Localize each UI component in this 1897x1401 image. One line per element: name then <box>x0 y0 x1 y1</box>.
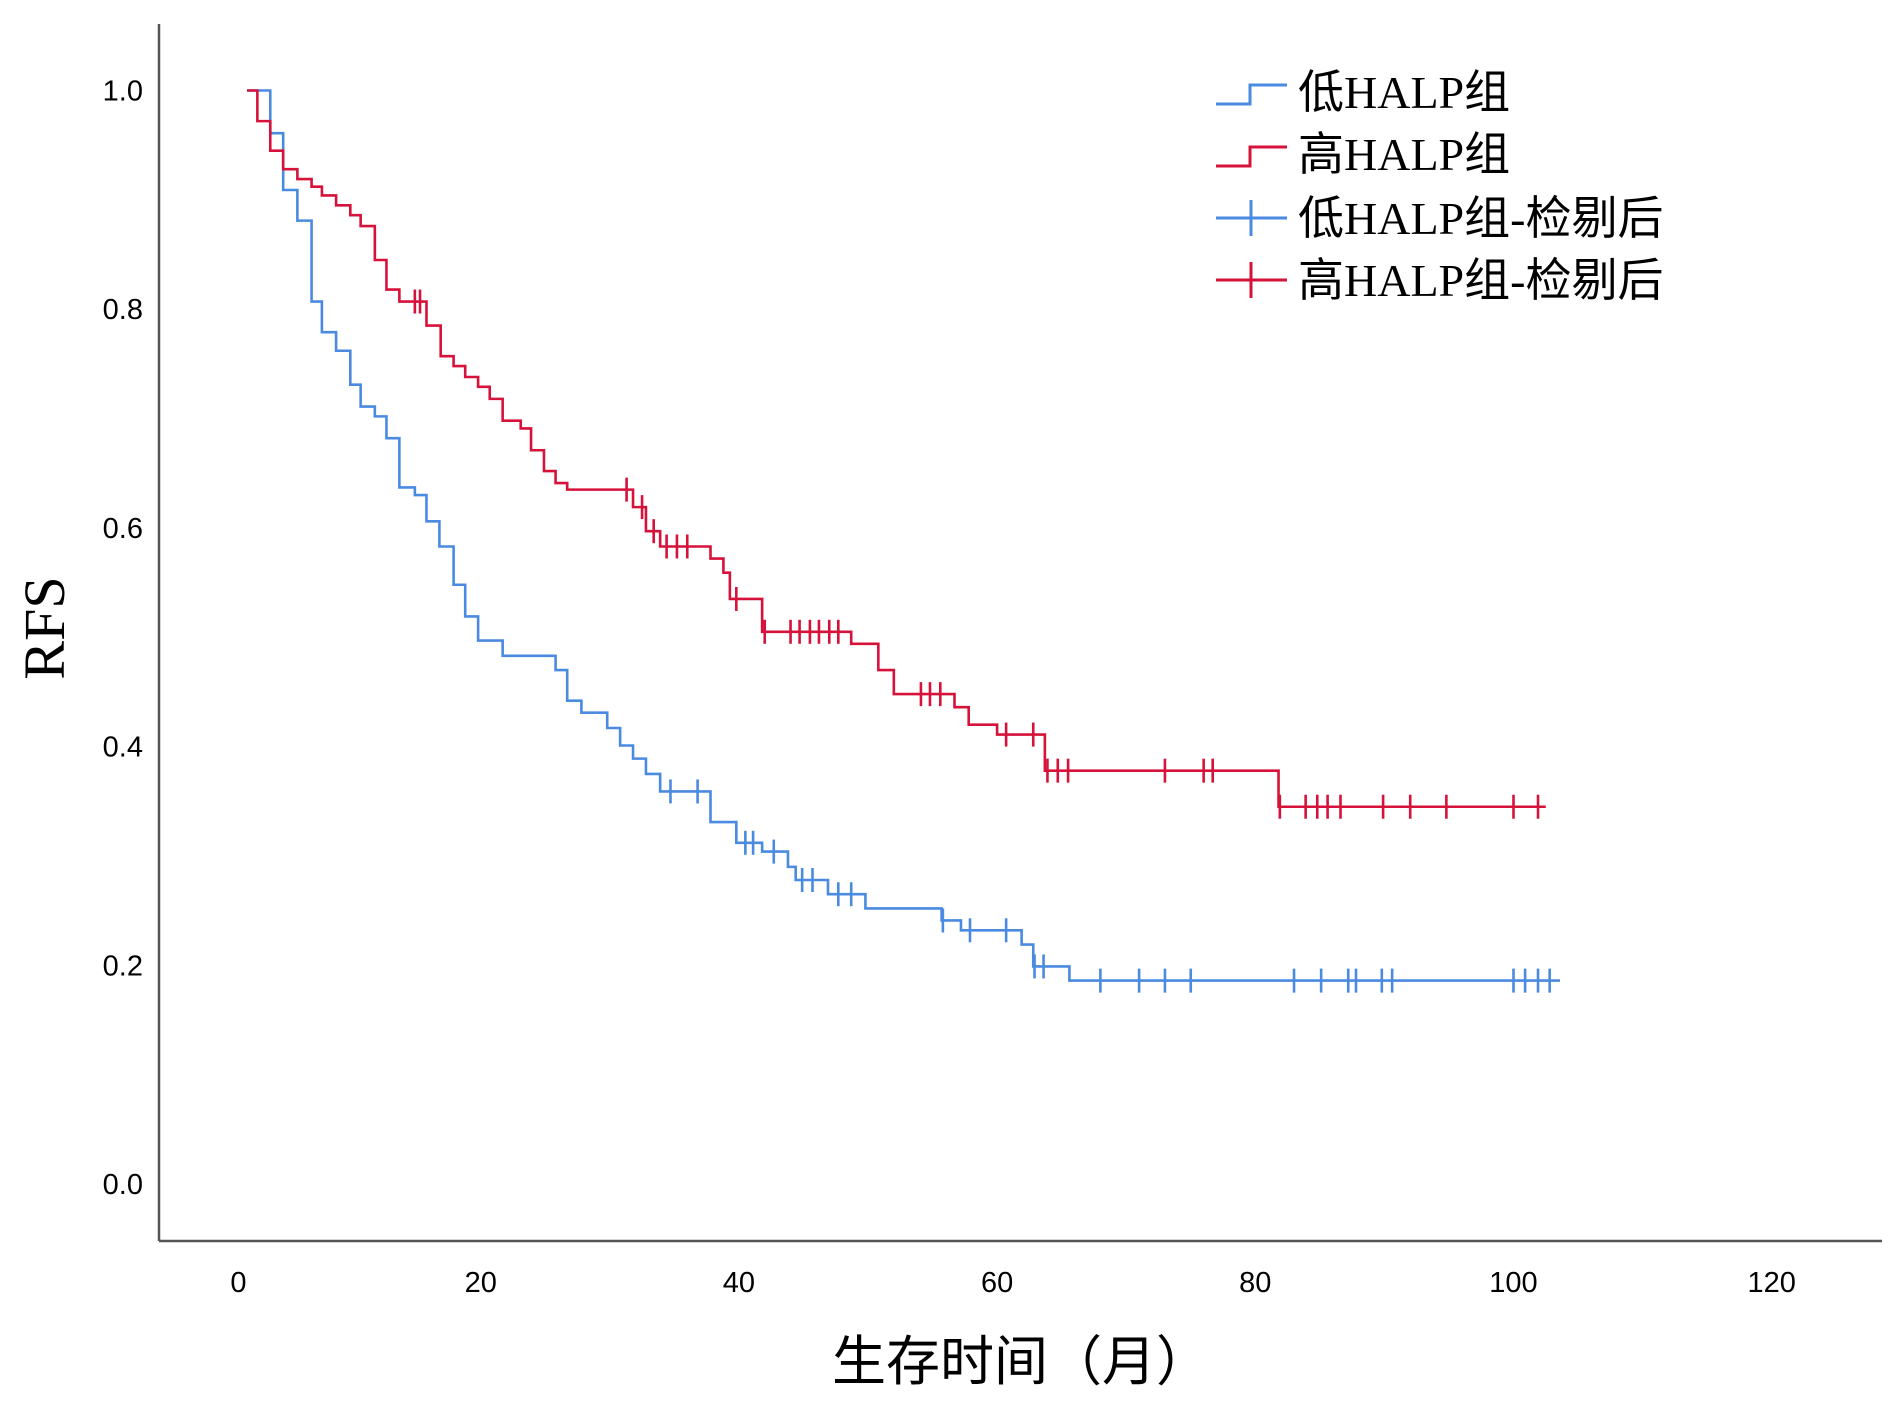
legend-label-high-censored: 高HALP组-检剔后 <box>1298 255 1663 306</box>
legend-label-low: 低HALP组 <box>1298 67 1510 118</box>
legend-item-high: 高HALP组 <box>1216 129 1510 180</box>
legend-censor-icon-low <box>1216 200 1287 236</box>
x-tick-label: 120 <box>1748 1267 1796 1299</box>
x-tick-label: 80 <box>1239 1267 1271 1299</box>
x-tick-label: 100 <box>1489 1267 1537 1299</box>
y-tick-labels: 0.0 0.2 0.4 0.6 0.8 1.0 <box>103 76 143 1202</box>
x-axis-title: 生存时间（月） <box>832 1332 1210 1392</box>
legend-item-high-censored: 高HALP组-检剔后 <box>1216 255 1663 306</box>
series-low-halp <box>247 89 1560 993</box>
legend-step-icon-low <box>1216 83 1287 106</box>
x-tick-label: 60 <box>981 1267 1013 1299</box>
y-tick-label: 0.0 <box>103 1169 143 1201</box>
legend-label-low-censored: 低HALP组-检剔后 <box>1298 193 1663 244</box>
legend-item-low: 低HALP组 <box>1216 67 1510 118</box>
x-tick-label: 0 <box>230 1267 246 1299</box>
legend-step-icon-high <box>1216 145 1287 168</box>
survival-step-line <box>247 89 1560 982</box>
y-tick-label: 1.0 <box>103 76 143 108</box>
y-tick-label: 0.6 <box>103 513 143 545</box>
y-axis-title: RFS <box>12 576 77 679</box>
y-tick-label: 0.4 <box>103 732 143 764</box>
series-high-halp <box>247 89 1546 819</box>
y-tick-label: 0.8 <box>103 294 143 326</box>
x-tick-labels: 0 20 40 60 80 100 120 <box>230 1267 1795 1299</box>
legend: 低HALP组 高HALP组 低HALP组-检剔后 高HALP组-检剔后 <box>1216 67 1663 306</box>
legend-item-low-censored: 低HALP组-检剔后 <box>1216 193 1663 244</box>
survival-curves <box>247 89 1560 993</box>
y-tick-label: 0.2 <box>103 950 143 982</box>
x-tick-label: 40 <box>723 1267 755 1299</box>
x-tick-label: 20 <box>465 1267 497 1299</box>
legend-censor-icon-high <box>1216 262 1287 298</box>
survival-step-line <box>247 89 1546 809</box>
legend-label-high: 高HALP组 <box>1298 129 1510 180</box>
